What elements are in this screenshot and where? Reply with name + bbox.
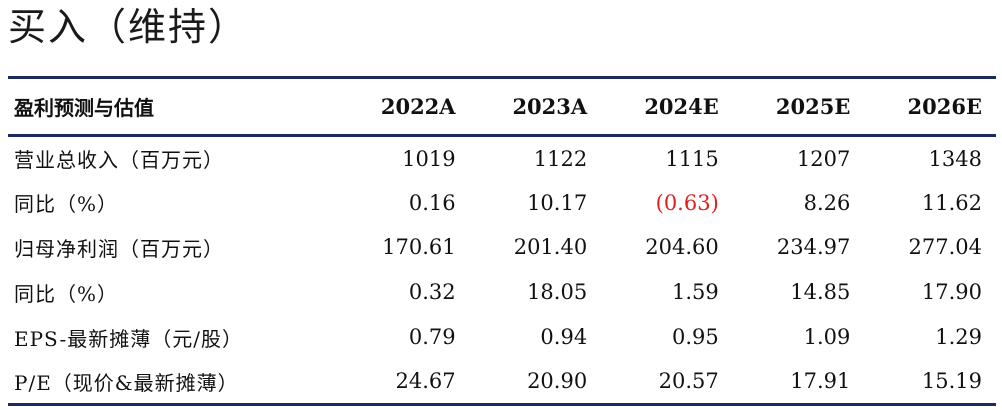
table-row-eps: EPS-最新摊薄（元/股） 0.79 0.94 0.95 1.09 1.29 [8,315,996,360]
table-cell: 1122 [533,146,588,171]
table-cell: 1.59 [672,280,719,305]
table-cell: 1.29 [935,325,982,350]
rating-title: 买入（维持） [8,5,249,49]
header-year: 2024E [601,76,733,137]
table-row-pe: P/E（现价&最新摊薄） 24.67 20.90 20.57 17.91 15.… [8,359,996,406]
table-cell: 0.95 [672,325,719,350]
table-cell: 1115 [665,146,719,171]
header-year: 2023A [469,76,602,137]
table-cell: 201.40 [513,235,588,260]
table-cell: 1019 [402,146,456,171]
table-cell: 234.97 [776,235,851,260]
row-label: 归母净利润（百万元） [14,236,224,261]
table-cell: 204.60 [645,235,719,260]
table-header-row: 盈利预测与估值 2022A 2023A 2024E 2025E 2026E [8,76,996,137]
table-cell: 10.17 [527,190,588,215]
table-cell: 0.16 [408,190,456,215]
table-cell: 14.85 [790,280,851,305]
table-cell: 170.61 [382,235,456,260]
table-cell: 0.79 [408,325,456,350]
table-cell: 0.94 [540,325,588,350]
header-year: 2026E [864,76,996,137]
table-cell: 1348 [928,146,982,171]
table-row-revenue: 营业总收入（百万元） 1019 1122 1115 1207 1348 [8,136,996,181]
table-cell: 1.09 [803,325,851,350]
table-row-revenue-yoy: 同比（%） 0.16 10.17 (0.63) 8.26 11.62 [8,180,996,225]
table-cell: 11.62 [921,190,982,215]
table-cell: 17.90 [921,280,982,305]
row-label: 同比（%） [14,281,119,306]
table-cell: 277.04 [908,235,982,260]
table-cell: 24.67 [338,359,470,406]
table-row-net-profit: 归母净利润（百万元） 170.61 201.40 204.60 234.97 2… [8,225,996,270]
table-cell-negative: (0.63) [655,190,719,215]
table-cell: 15.19 [864,359,996,406]
row-label: EPS-最新摊薄（元/股） [14,326,243,351]
header-year: 2025E [732,76,865,137]
table-cell: 1207 [796,146,851,171]
row-label: P/E（现价&最新摊薄） [8,359,338,406]
row-label: 同比（%） [14,192,119,217]
table-cell: 20.90 [469,359,602,406]
row-label: 营业总收入（百万元） [14,148,224,173]
header-label: 盈利预测与估值 [8,76,338,137]
table-cell: 18.05 [527,280,588,305]
table-cell: 8.26 [803,190,851,215]
header-year: 2022A [338,76,470,137]
table-cell: 20.57 [601,359,733,406]
table-row-net-profit-yoy: 同比（%） 0.32 18.05 1.59 14.85 17.90 [8,270,996,315]
table-cell: 0.32 [408,280,456,305]
earnings-forecast-table: 盈利预测与估值 2022A 2023A 2024E 2025E 2026E 营业… [8,76,996,406]
table-cell: 17.91 [732,359,865,406]
